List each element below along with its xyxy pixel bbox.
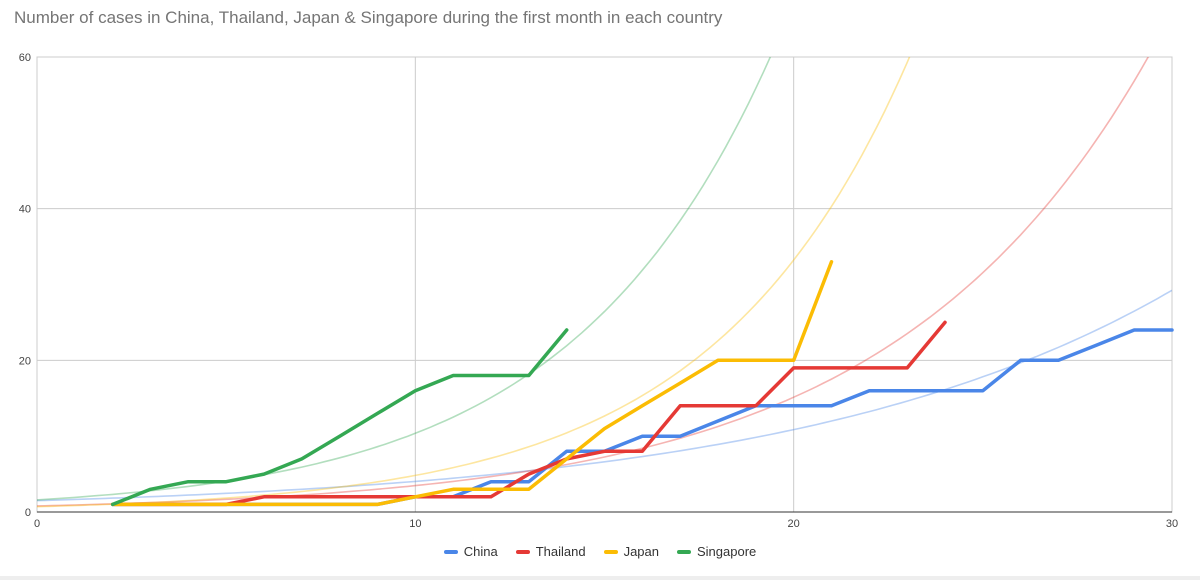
japan-trendline xyxy=(37,57,911,508)
legend-swatch xyxy=(443,549,458,554)
legend-label: Singapore xyxy=(696,544,757,559)
y-tick-label: 20 xyxy=(19,355,31,367)
singapore-series-line xyxy=(110,328,569,507)
y-tick-label: 40 xyxy=(19,204,31,216)
singapore-trendline xyxy=(37,57,772,501)
x-tick-label: 0 xyxy=(34,518,40,530)
chart-title: Number of cases in China, Thailand, Japa… xyxy=(14,8,723,27)
plot-frame xyxy=(36,56,1173,513)
grid xyxy=(36,56,1173,513)
y-tick-label: 0 xyxy=(25,507,31,519)
bottom-divider xyxy=(0,576,1200,580)
legend-swatch xyxy=(515,549,530,554)
china-trendline xyxy=(37,289,1172,502)
legend-label: Thailand xyxy=(535,544,586,559)
japan-series-line xyxy=(110,260,834,507)
legend-item-japan[interactable]: Japan xyxy=(603,544,659,559)
x-tick-label: 30 xyxy=(1166,518,1178,530)
x-tick-label: 10 xyxy=(409,518,421,530)
series-lines xyxy=(110,260,1174,507)
legend-swatch xyxy=(603,549,618,554)
china-series-line xyxy=(110,328,1174,507)
axes: 0 10 20 30 0 20 40 60 xyxy=(19,52,1178,530)
thailand-trendline xyxy=(37,57,1150,507)
legend-item-singapore[interactable]: Singapore xyxy=(676,544,757,559)
x-tick-label: 20 xyxy=(788,518,800,530)
legend-item-china[interactable]: China xyxy=(443,544,498,559)
y-tick-label: 60 xyxy=(19,52,31,64)
legend: China Thailand Japan Singapore xyxy=(0,544,1200,559)
legend-swatch xyxy=(676,549,691,554)
legend-label: China xyxy=(463,544,498,559)
legend-label: Japan xyxy=(623,544,659,559)
legend-item-thailand[interactable]: Thailand xyxy=(515,544,586,559)
thailand-series-line xyxy=(110,320,947,507)
